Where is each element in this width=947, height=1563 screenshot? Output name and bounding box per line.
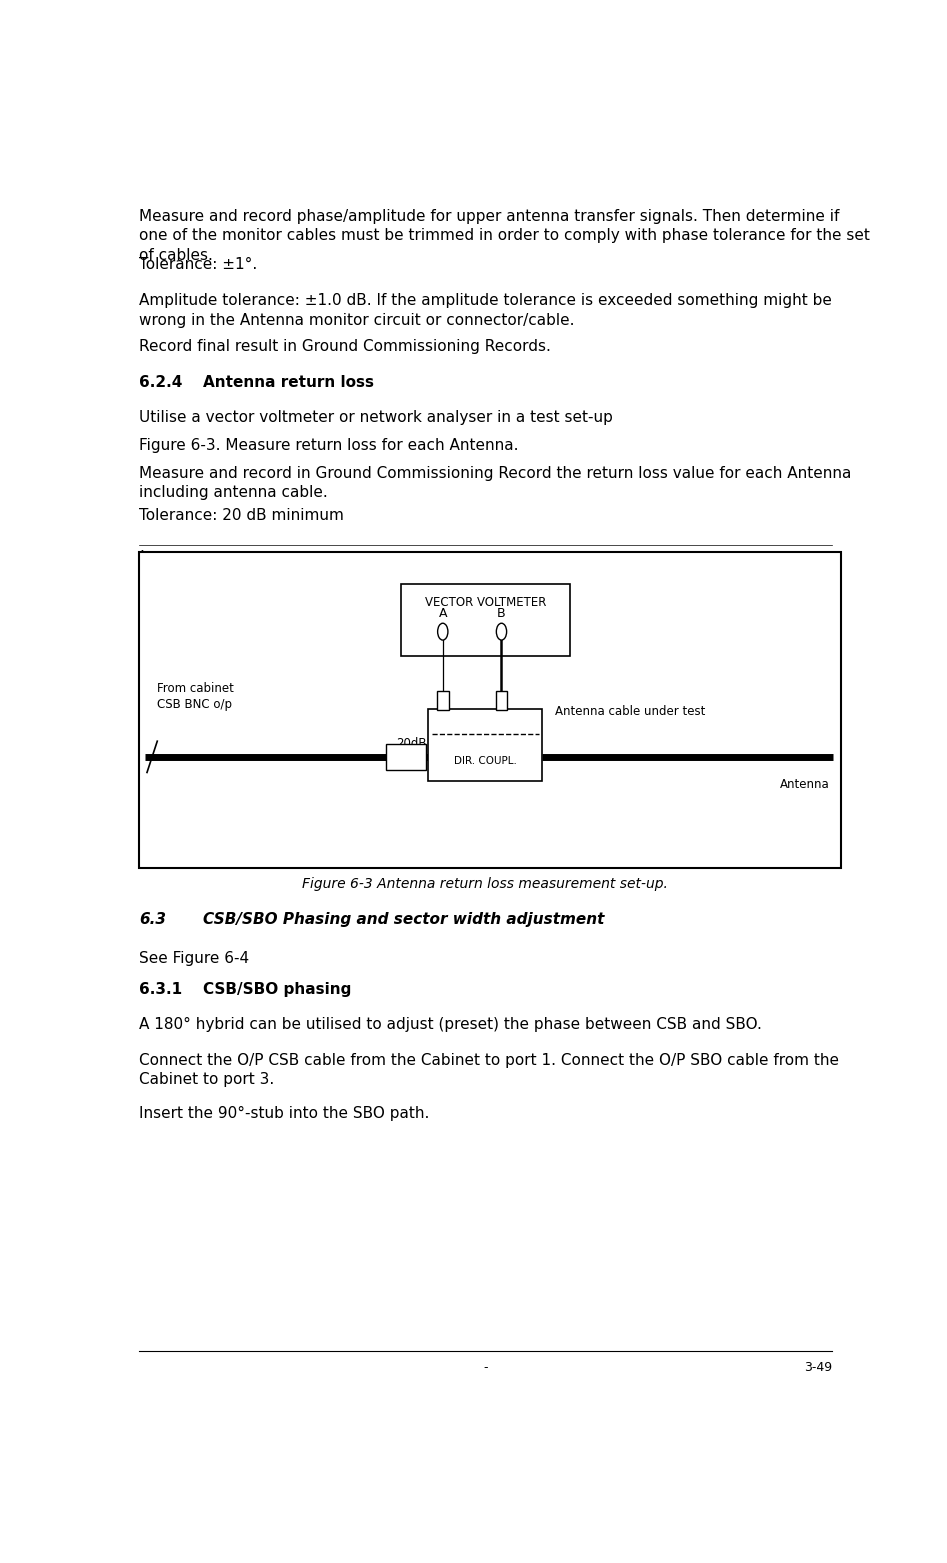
Bar [385, 744, 426, 771]
Circle shape [496, 624, 507, 641]
Text: Connect the O/P CSB cable from the Cabinet to port 1. Connect the O/P SBO cable : Connect the O/P CSB cable from the Cabin… [139, 1053, 839, 1088]
Text: DIR. COUPL.: DIR. COUPL. [454, 756, 517, 766]
Text: Amplitude tolerance: ±1.0 dB. If the amplitude tolerance is exceeded something m: Amplitude tolerance: ±1.0 dB. If the amp… [139, 294, 831, 328]
Bar [495, 691, 508, 710]
Text: Measure and record in Ground Commissioning Record the return loss value for each: Measure and record in Ground Commissioni… [139, 466, 851, 500]
Bar [139, 552, 841, 867]
Text: From cabinet
CSB BNC o/p: From cabinet CSB BNC o/p [157, 681, 234, 711]
Text: Tolerance: 20 dB minimum: Tolerance: 20 dB minimum [139, 508, 344, 522]
Text: 6.3.1: 6.3.1 [139, 982, 182, 997]
Text: 6.3: 6.3 [139, 913, 166, 927]
Text: Antenna: Antenna [779, 778, 830, 791]
Text: CSB/SBO Phasing and sector width adjustment: CSB/SBO Phasing and sector width adjustm… [203, 913, 604, 927]
Text: A: A [438, 606, 447, 621]
Text: Antenna cable under test: Antenna cable under test [556, 705, 706, 719]
Text: .: . [139, 541, 144, 555]
Bar [428, 708, 543, 782]
Text: Figure 6-3. Measure return loss for each Antenna.: Figure 6-3. Measure return loss for each… [139, 438, 518, 453]
Text: Record final result in Ground Commissioning Records.: Record final result in Ground Commission… [139, 339, 551, 355]
Circle shape [438, 624, 448, 641]
Text: CSB/SBO phasing: CSB/SBO phasing [203, 982, 351, 997]
Text: B: B [497, 606, 506, 621]
Text: Measure and record phase/amplitude for upper antenna transfer signals. Then dete: Measure and record phase/amplitude for u… [139, 209, 869, 263]
Text: -: - [483, 1361, 488, 1374]
Bar [401, 583, 570, 656]
Text: 20dB: 20dB [392, 747, 420, 756]
Text: 20dB: 20dB [396, 736, 426, 750]
Bar [437, 691, 449, 710]
Text: Insert the 90°-stub into the SBO path.: Insert the 90°-stub into the SBO path. [139, 1107, 429, 1121]
Text: See Figure 6-4: See Figure 6-4 [139, 950, 249, 966]
Text: 3-49: 3-49 [804, 1361, 831, 1374]
Text: 6.2.4: 6.2.4 [139, 375, 183, 391]
Text: Tolerance: ±1°.: Tolerance: ±1°. [139, 258, 258, 272]
Text: Utilise a vector voltmeter or network analyser in a test set-up: Utilise a vector voltmeter or network an… [139, 410, 613, 425]
Text: A 180° hybrid can be utilised to adjust (preset) the phase between CSB and SBO.: A 180° hybrid can be utilised to adjust … [139, 1018, 761, 1032]
Text: Figure 6-3 Antenna return loss measurement set-up.: Figure 6-3 Antenna return loss measureme… [302, 877, 669, 891]
Text: VECTOR VOLTMETER: VECTOR VOLTMETER [424, 596, 546, 608]
Text: Antenna return loss: Antenna return loss [203, 375, 374, 391]
